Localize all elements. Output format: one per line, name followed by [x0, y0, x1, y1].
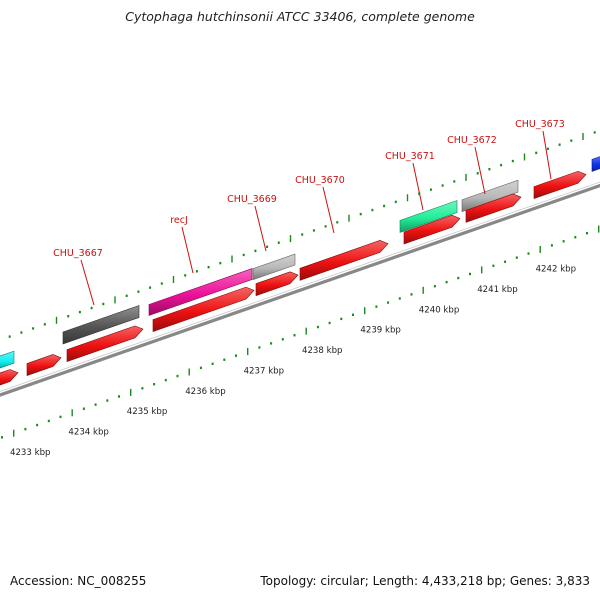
gene-label-track: CHU_3667 recJ CHU_3669 CHU_3670 CHU_3671 CHU_…: [53, 119, 565, 306]
backbone-track: [0, 181, 600, 397]
scale-label-9: 4242 kbp: [536, 265, 577, 275]
scale-label-1: 4234 kbp: [68, 428, 109, 438]
gene-leader-4: [322, 186, 335, 234]
cds-arrow-lower-6: [299, 240, 389, 281]
feature-pink-recj: [148, 268, 253, 316]
cds-arrow-lower-7: [403, 214, 461, 245]
gene-leader-2: [181, 226, 194, 274]
scale-label-5: 4238 kbp: [302, 346, 343, 356]
scale-label-4: 4237 kbp: [244, 366, 285, 376]
feature-light-gray-2: [461, 179, 519, 213]
inner-tick-track: [1, 225, 600, 439]
scale-label-6: 4239 kbp: [360, 326, 401, 336]
scale-label-2: 4235 kbp: [127, 407, 168, 417]
cds-arrow-lower-4: [152, 286, 255, 333]
scale-label-8: 4241 kbp: [477, 285, 518, 295]
gene-label-4: CHU_3670: [295, 175, 345, 186]
gene-leader-3: [254, 205, 267, 252]
gene-label-7: CHU_3673: [515, 119, 565, 130]
gene-label-1: CHU_3667: [53, 248, 103, 259]
cds-arrow-lower-5: [255, 271, 299, 297]
genome-summary-text: Topology: circular; Length: 4,433,218 bp…: [260, 574, 590, 588]
lower-feature-track: [0, 170, 587, 386]
cds-arrow-lower-9: [533, 170, 587, 200]
outer-tick-track: [8, 131, 596, 338]
scale-label-3: 4236 kbp: [185, 387, 226, 397]
gene-label-3: CHU_3669: [227, 194, 277, 205]
accession-text: Accession: NC_008255: [10, 574, 147, 588]
feature-blue-arrow: [591, 156, 600, 172]
scale-label-0: 4233 kbp: [10, 448, 51, 458]
cds-arrow-lower-8: [465, 193, 522, 223]
gene-label-6: CHU_3672: [447, 135, 497, 146]
feature-teal: [399, 200, 458, 233]
gene-leader-1: [80, 259, 95, 306]
feature-cyan: [0, 350, 15, 369]
map-title: Cytophaga hutchinsonii ATCC 33406, compl…: [125, 9, 475, 24]
scale-label-7: 4240 kbp: [419, 305, 460, 315]
backbone-highlight: [0, 181, 600, 392]
upper-feature-track: [0, 156, 600, 369]
gene-leader-5: [412, 162, 424, 211]
gene-label-2: recJ: [170, 215, 188, 226]
scale-label-track: 4233 kbp 4234 kbp 4235 kbp 4236 kbp 4237 kbp…: [10, 265, 576, 458]
cds-arrow-lower-3: [66, 325, 144, 363]
backbone-line: [0, 183, 600, 397]
gene-leader-6: [474, 146, 486, 195]
cds-arrow-lower-1: [0, 369, 19, 386]
feature-light-gray: [252, 253, 296, 281]
cds-arrow-lower-2: [26, 354, 62, 376]
gene-label-5: CHU_3671: [385, 151, 435, 162]
gene-leader-7: [542, 130, 552, 180]
feature-dark-gray: [62, 305, 140, 345]
